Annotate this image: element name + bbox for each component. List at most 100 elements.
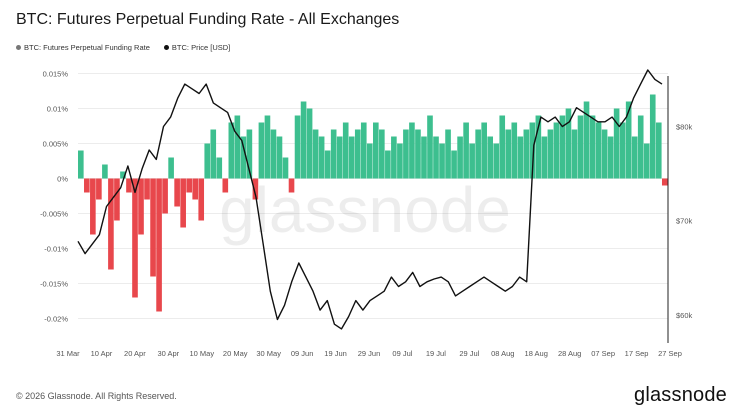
funding-bar [643, 143, 650, 179]
y-right-tick-label: $60k [676, 311, 693, 320]
funding-bar [571, 129, 578, 179]
funding-bar [469, 143, 475, 179]
x-tick-label: 30 Apr [157, 349, 179, 358]
copyright-text: © 2026 Glassnode. All Rights Reserved. [16, 391, 177, 401]
funding-bars [78, 94, 668, 312]
y-right-tick-label: $70k [676, 217, 693, 226]
funding-bar [529, 122, 536, 179]
funding-bar [312, 129, 319, 179]
funding-bar [162, 178, 168, 214]
funding-bar [234, 115, 241, 179]
funding-bar [186, 178, 192, 193]
funding-bar [607, 136, 614, 179]
funding-bar [457, 136, 463, 179]
funding-bar [288, 178, 295, 193]
funding-bar [589, 115, 596, 179]
x-tick-label: 19 Jun [324, 349, 347, 358]
funding-bar [547, 129, 554, 179]
funding-bar [451, 150, 457, 179]
x-tick-label: 18 Aug [525, 349, 548, 358]
y-right-tick-label: $80k [676, 122, 693, 131]
funding-bar [517, 136, 524, 179]
x-tick-label: 09 Jul [392, 349, 412, 358]
y-axis-right: $80k $70k $60k [667, 76, 693, 343]
funding-bar [150, 178, 156, 277]
legend-label-price: BTC: Price [USD] [171, 43, 231, 52]
funding-bar [595, 122, 602, 179]
brand-logo[interactable]: glassnode [634, 384, 727, 406]
funding-bar [421, 136, 427, 179]
funding-bar [210, 129, 217, 179]
funding-bar [475, 129, 481, 179]
funding-bar [535, 115, 542, 179]
funding-bar [204, 143, 211, 179]
x-tick-label: 28 Aug [558, 349, 581, 358]
x-tick-label: 20 May [223, 349, 248, 358]
funding-bar [222, 178, 229, 193]
funding-bar [294, 115, 301, 179]
x-tick-label: 09 Jun [291, 349, 314, 358]
funding-bar [198, 178, 205, 221]
legend-dot-icon [16, 45, 21, 50]
funding-bar [583, 101, 590, 179]
funding-bar [126, 178, 132, 193]
funding-bar [385, 150, 391, 179]
x-tick-label: 29 Jul [459, 349, 479, 358]
legend-item-funding-rate[interactable]: BTC: Futures Perpetual Funding Rate [16, 43, 150, 52]
funding-bar [559, 115, 566, 179]
funding-bar [324, 150, 331, 179]
funding-bar [360, 122, 367, 179]
funding-bar [439, 143, 445, 179]
funding-bar [601, 129, 608, 179]
x-tick-label: 29 Jun [358, 349, 381, 358]
chart-legend: BTC: Futures Perpetual Funding Rate BTC:… [16, 43, 230, 52]
x-tick-label: 17 Sep [625, 349, 649, 358]
funding-bar [613, 108, 620, 179]
y-left-tick-label: -0.015% [40, 280, 68, 289]
funding-bar [240, 136, 247, 179]
x-tick-label: 20 Apr [124, 349, 146, 358]
x-tick-label: 07 Sep [591, 349, 615, 358]
funding-bar [511, 122, 518, 179]
funding-bar [427, 115, 433, 179]
funding-bar [330, 129, 337, 179]
funding-bar [174, 178, 180, 207]
funding-bar [553, 122, 560, 179]
funding-bar [342, 122, 349, 179]
funding-bar [373, 122, 379, 179]
legend-label-funding-rate: BTC: Futures Perpetual Funding Rate [24, 43, 150, 52]
y-left-tick-label: 0.01% [47, 105, 69, 114]
funding-bar [252, 178, 259, 200]
x-tick-label: 08 Aug [491, 349, 514, 358]
funding-bar [318, 136, 325, 179]
funding-bar [631, 136, 638, 179]
funding-bar [300, 101, 307, 179]
x-tick-label: 10 May [189, 349, 214, 358]
funding-bar [463, 122, 469, 179]
funding-bar [114, 178, 120, 221]
price-series [77, 69, 663, 330]
funding-bar [409, 122, 415, 179]
y-left-tick-label: 0.005% [43, 140, 69, 149]
funding-bar [246, 129, 253, 179]
funding-bar [354, 129, 361, 179]
funding-bar [391, 136, 397, 179]
x-tick-label: 19 Jul [426, 349, 446, 358]
funding-bar [403, 129, 409, 179]
legend-item-price[interactable]: BTC: Price [USD] [163, 43, 231, 52]
funding-bar [108, 178, 114, 270]
funding-bar [433, 136, 439, 179]
funding-bar [336, 136, 343, 179]
funding-bar [138, 178, 144, 235]
funding-bar [96, 178, 102, 200]
chart-title: BTC: Futures Perpetual Funding Rate - Al… [16, 11, 400, 28]
funding-bar [499, 115, 506, 179]
funding-bar [577, 115, 584, 179]
y-axis-left: 0.015% 0.01% 0.005% 0% -0.005% -0.01% -0.015% -… [40, 70, 68, 324]
funding-bar [415, 129, 421, 179]
funding-bar [84, 178, 90, 193]
funding-bar [258, 122, 265, 179]
funding-bar [505, 129, 512, 179]
funding-bar [144, 178, 150, 200]
watermark: glassnode [219, 174, 511, 246]
